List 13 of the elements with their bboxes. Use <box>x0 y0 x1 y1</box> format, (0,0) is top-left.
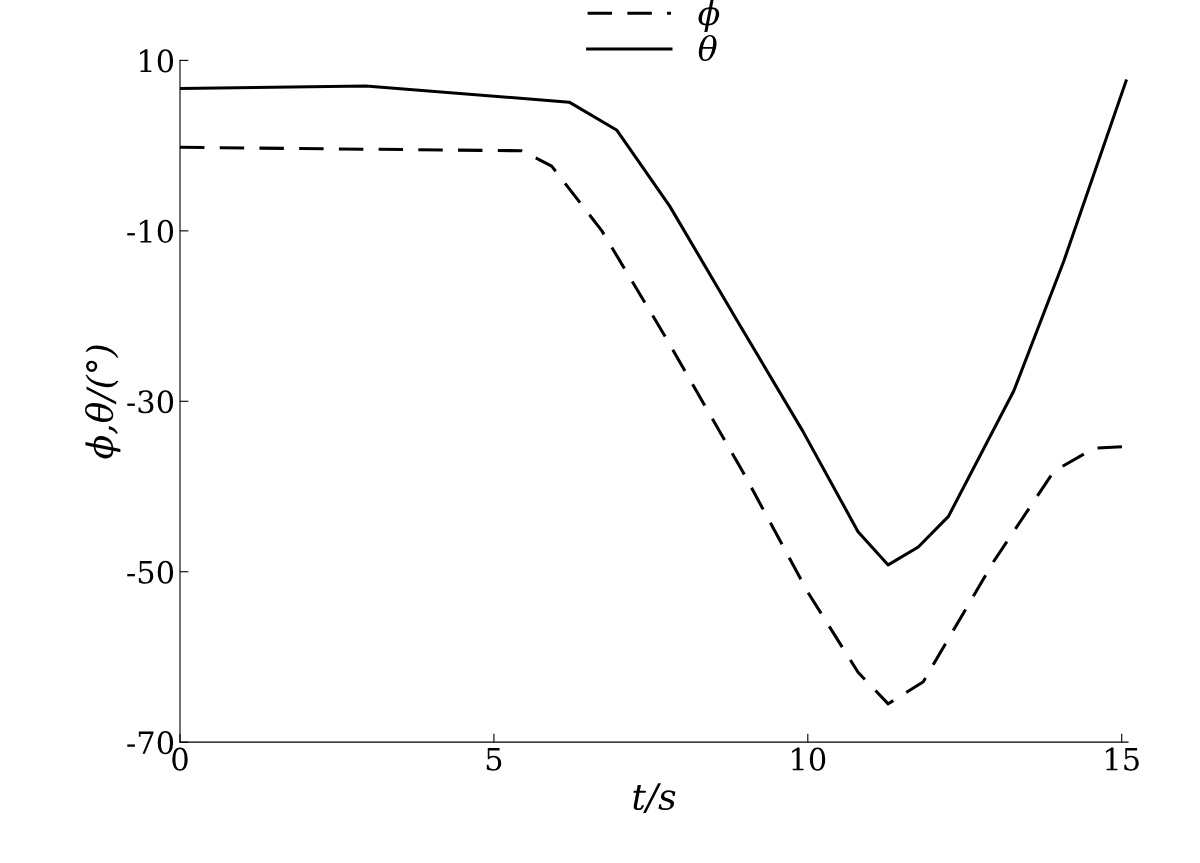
y-tick-label: 10 <box>139 49 174 73</box>
x-tick-label: 5 <box>486 747 502 771</box>
legend-label: ϕ <box>698 0 720 32</box>
x-tick-label: 0 <box>172 747 188 771</box>
x-tick-label: 10 <box>792 747 826 771</box>
x-axis-title: t/s <box>633 783 676 813</box>
y-tick-label: -50 <box>127 560 174 584</box>
y-tick-label: -30 <box>127 390 174 414</box>
y-axis-title: ϕ,θ/(°) <box>85 345 121 459</box>
x-tick-label: 15 <box>1106 747 1139 771</box>
y-tick-label: -10 <box>127 219 174 243</box>
y-tick-label: -70 <box>127 731 174 755</box>
legend-label: θ <box>698 34 717 61</box>
